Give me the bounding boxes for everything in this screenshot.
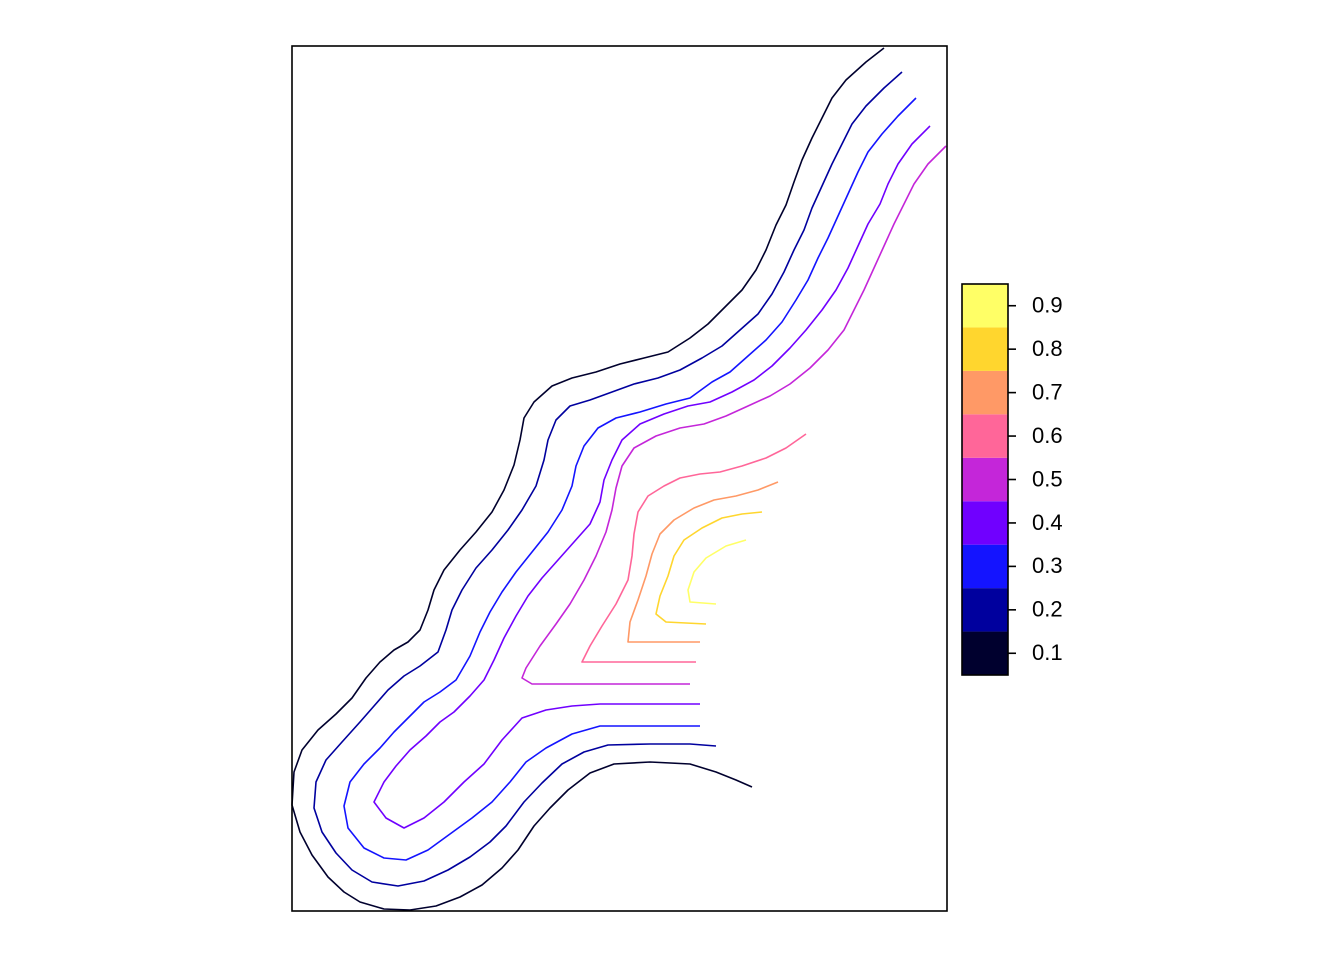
color-legend: 0.1 0.2 0.3 0.4 0.5 0.6 0.7 0.8 0.9	[961, 283, 1063, 676]
legend-tick-label: 0.1	[1032, 640, 1063, 665]
contour-line-0-5	[521, 145, 947, 685]
legend-swatch	[962, 284, 1008, 328]
legend-tick-label: 0.3	[1032, 553, 1063, 578]
contour-line-0-7	[627, 481, 779, 643]
legend-swatch	[962, 414, 1008, 458]
plot-frame	[291, 45, 948, 912]
legend-swatch	[962, 501, 1008, 545]
legend-tick-label: 0.2	[1032, 597, 1063, 622]
legend-swatch	[962, 544, 1008, 589]
legend-swatch	[962, 631, 1008, 675]
legend-tick-label: 0.5	[1032, 466, 1063, 491]
legend-tick-label: 0.6	[1032, 423, 1063, 448]
legend-tick-label: 0.4	[1032, 510, 1063, 535]
legend-tick-label: 0.8	[1032, 336, 1063, 361]
legend-swatch	[962, 588, 1008, 632]
legend-tick-label: 0.7	[1032, 379, 1063, 404]
legend-swatch	[962, 327, 1008, 371]
contour-line-0-2	[313, 71, 903, 887]
contour-line-0-1	[291, 47, 885, 911]
contour-line-0-6	[581, 433, 807, 663]
contour-line-0-8	[655, 511, 763, 625]
contour-lines	[291, 47, 947, 911]
legend-swatch	[962, 457, 1008, 502]
legend-swatch	[962, 370, 1008, 415]
contour-line-0-3	[343, 97, 917, 861]
legend-tick-label: 0.9	[1032, 293, 1063, 318]
contour-line-0-4	[373, 125, 931, 829]
contour-line-0-9	[687, 539, 747, 605]
